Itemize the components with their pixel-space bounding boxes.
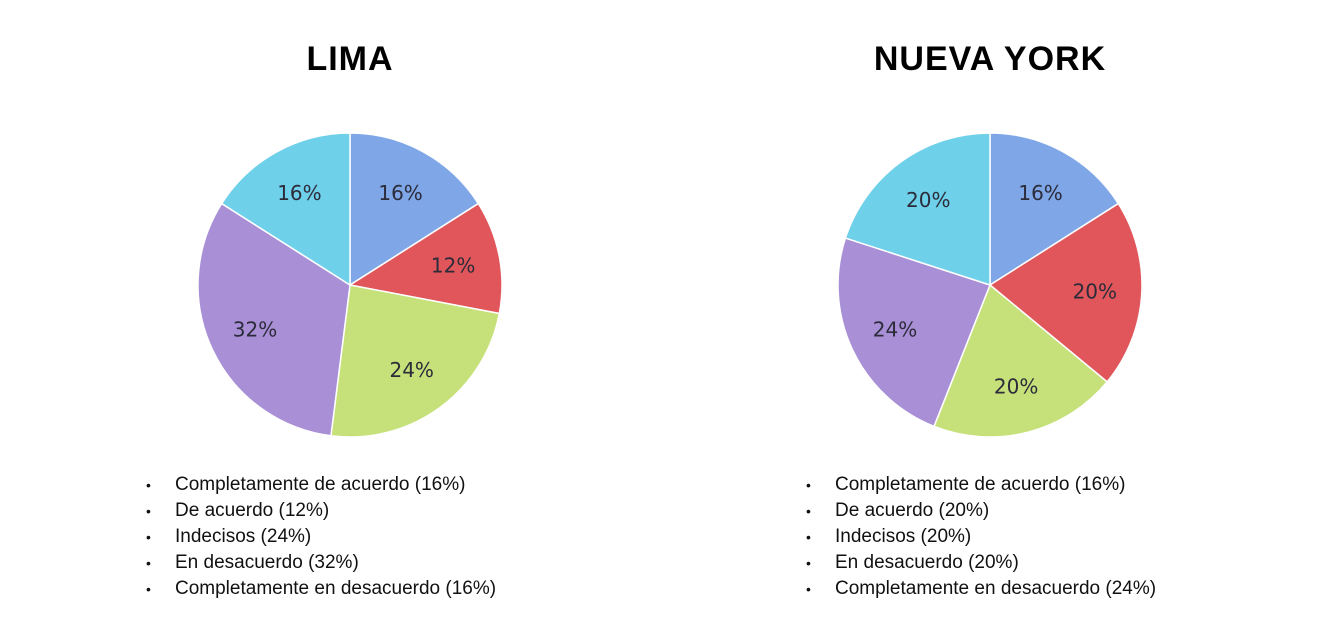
legend-item: • Completamente en desacuerdo (24%) [800, 576, 1156, 602]
bullet-icon: • [806, 529, 811, 545]
slice-label: 24% [873, 318, 917, 342]
legend-label: Completamente en desacuerdo (24%) [835, 578, 1157, 599]
pie-chart: 16% 20% 20% 24% 20% [837, 132, 1143, 438]
bullet-icon: • [806, 581, 811, 597]
legend-item: • Indecisos (24%) [140, 524, 496, 550]
bullet-icon: • [806, 555, 811, 571]
legend-label: Completamente de acuerdo (16%) [835, 474, 1126, 495]
chart-panel-nueva-york: NUEVA YORK 16% 20% 20% 24% 20% • Completament… [710, 0, 1270, 635]
pie-slice [837, 237, 991, 428]
legend-label: Indecisos (24%) [175, 526, 312, 547]
legend-item: • Indecisos (20%) [800, 524, 1156, 550]
slice-label: 16% [1018, 181, 1062, 205]
legend-item: • En desacuerdo (32%) [140, 550, 496, 576]
slice-label: 20% [906, 188, 950, 212]
chart-panel-lima: LIMA 16% 12% 24% 32% 16% • Completamente de a… [70, 0, 630, 635]
slice-label: 32% [233, 318, 277, 342]
legend-label: Completamente en desacuerdo (16%) [175, 578, 497, 599]
bullet-icon: • [146, 503, 151, 519]
legend: • Completamente de acuerdo (16%) • De acue… [800, 472, 1156, 602]
pie-slice [933, 283, 1109, 438]
slice-label: 20% [994, 375, 1038, 399]
bullet-icon: • [146, 529, 151, 545]
legend-item: • En desacuerdo (20%) [800, 550, 1156, 576]
legend-item: • De acuerdo (12%) [140, 498, 496, 524]
slice-label: 12% [431, 253, 475, 277]
bullet-icon: • [146, 581, 151, 597]
legend-label: En desacuerdo (20%) [835, 552, 1019, 573]
bullet-icon: • [146, 477, 151, 493]
bullet-icon: • [146, 555, 151, 571]
slice-label: 16% [277, 181, 321, 205]
legend-item: • Completamente en desacuerdo (16%) [140, 576, 496, 602]
legend-label: En desacuerdo (32%) [175, 552, 359, 573]
chart-title: LIMA [306, 40, 394, 78]
pie-slice [220, 132, 351, 287]
pie-chart: 16% 12% 24% 32% 16% [197, 132, 503, 438]
legend-item: • Completamente de acuerdo (16%) [800, 472, 1156, 498]
legend: • Completamente de acuerdo (16%) • De acue… [140, 472, 496, 602]
legend-item: • De acuerdo (20%) [800, 498, 1156, 524]
pie-slice [330, 284, 501, 438]
pie-slice [988, 202, 1143, 383]
chart-title: NUEVA YORK [873, 40, 1107, 78]
legend-label: Completamente de acuerdo (16%) [175, 474, 466, 495]
slice-label: 24% [389, 358, 433, 382]
legend-label: De acuerdo (12%) [175, 500, 330, 521]
bullet-icon: • [806, 477, 811, 493]
legend-label: De acuerdo (20%) [835, 500, 990, 521]
pie-slice [349, 132, 480, 287]
pie-slice [844, 132, 991, 287]
pie-slice [347, 202, 503, 315]
legend-item: • Completamente de acuerdo (16%) [140, 472, 496, 498]
slice-label: 16% [378, 181, 422, 205]
slice-label: 20% [1073, 280, 1117, 304]
pie-slice [989, 132, 1120, 287]
bullet-icon: • [806, 503, 811, 519]
legend-label: Indecisos (20%) [835, 526, 972, 547]
